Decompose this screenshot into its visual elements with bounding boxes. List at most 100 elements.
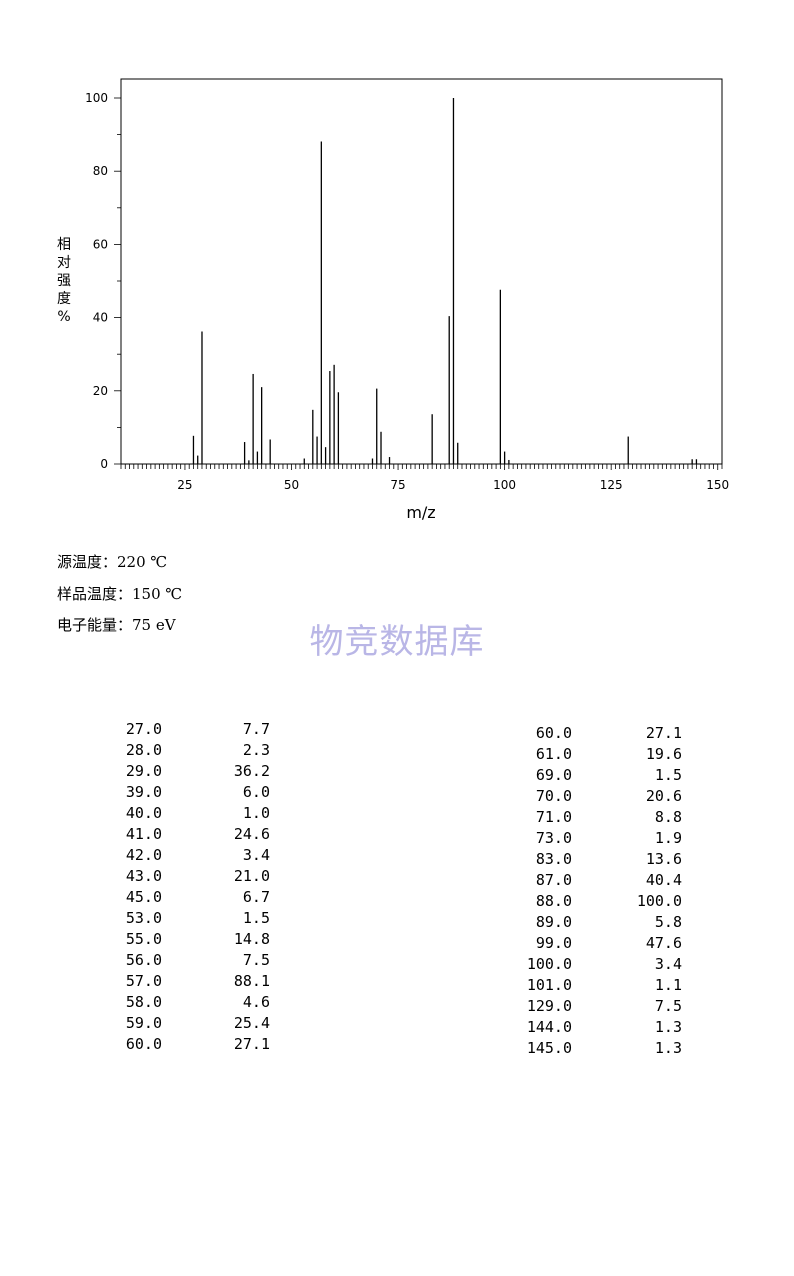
- peak-mz-value: 42.0: [125, 846, 162, 864]
- peak-mz-value: 89.0: [535, 913, 572, 931]
- source-temperature: 源温度：220 ℃: [57, 553, 168, 571]
- peak-table-row: 41.0 24.6: [118, 824, 270, 845]
- y-axis-label-char: %: [57, 309, 70, 325]
- peak-intensity-value: 25.4: [233, 1014, 270, 1032]
- peak-intensity-value: 1.5: [242, 909, 270, 927]
- peak-mz-value: 99.0: [535, 934, 572, 952]
- x-tick-label: 125: [600, 478, 623, 492]
- peak-mz-value: 73.0: [535, 829, 572, 847]
- x-tick-label: 25: [177, 478, 192, 492]
- peak-mz-value: 69.0: [535, 766, 572, 784]
- peak-mz-value: 61.0: [535, 745, 572, 763]
- peak-table-row: 144.0 1.3: [518, 1017, 682, 1038]
- x-tick-label: 150: [706, 478, 729, 492]
- peak-intensity-value: 6.0: [242, 783, 270, 801]
- plot-frame: [120, 78, 723, 465]
- peak-mz-value: 145.0: [526, 1039, 572, 1057]
- peak-mz-value: 39.0: [125, 783, 162, 801]
- peak-mz-value: 58.0: [125, 993, 162, 1011]
- peak-mz-value: 70.0: [535, 787, 572, 805]
- peak-mz-value: 43.0: [125, 867, 162, 885]
- peak-intensity-value: 21.0: [233, 867, 270, 885]
- peak-mz-value: 28.0: [125, 741, 162, 759]
- peak-table-row: 40.0 1.0: [118, 803, 270, 824]
- peak-intensity-value: 1.5: [654, 766, 682, 784]
- peak-table-row: 88.0 100.0: [518, 891, 682, 912]
- peak-intensity-value: 6.7: [242, 888, 270, 906]
- peak-mz-value: 27.0: [125, 720, 162, 738]
- peak-mz-value: 60.0: [125, 1035, 162, 1053]
- peak-mz-value: 129.0: [526, 997, 572, 1015]
- y-axis-label-char: 强: [57, 273, 71, 289]
- peak-intensity-value: 47.6: [645, 934, 682, 952]
- x-tick-label: 75: [390, 478, 405, 492]
- x-axis-label: m/z: [406, 503, 435, 522]
- peak-table-row: 145.0 1.3: [518, 1038, 682, 1059]
- peak-mz-value: 59.0: [125, 1014, 162, 1032]
- x-tick-label: 100: [493, 478, 516, 492]
- peak-mz-value: 41.0: [125, 825, 162, 843]
- peak-intensity-value: 1.9: [654, 829, 682, 847]
- peak-intensity-value: 5.8: [654, 913, 682, 931]
- peak-table-row: 100.0 3.4: [518, 954, 682, 975]
- peak-intensity-value: 1.0: [242, 804, 270, 822]
- peak-table-row: 129.0 7.5: [518, 996, 682, 1017]
- peak-table-row: 101.0 1.1: [518, 975, 682, 996]
- peak-intensity-value: 14.8: [233, 930, 270, 948]
- peak-mz-value: 56.0: [125, 951, 162, 969]
- watermark: 物竞数据库: [309, 622, 485, 662]
- peak-intensity-value: 3.4: [242, 846, 270, 864]
- peak-table-row: 28.0 2.3: [118, 740, 270, 761]
- peak-table-left: 27.0 7.7 28.0 2.3 29.0 36.2 39.0 6.0 40.0 1.0 41.0…: [118, 719, 270, 1055]
- peak-table-row: 70.0 20.6: [518, 786, 682, 807]
- peak-table-row: 57.0 88.1: [118, 971, 270, 992]
- peak-mz-value: 144.0: [526, 1018, 572, 1036]
- peak-table-row: 55.0 14.8: [118, 929, 270, 950]
- peak-table-row: 27.0 7.7: [118, 719, 270, 740]
- peak-table-row: 53.0 1.5: [118, 908, 270, 929]
- peak-table-row: 73.0 1.9: [518, 828, 682, 849]
- peak-intensity-value: 24.6: [233, 825, 270, 843]
- y-tick-label: 80: [93, 164, 108, 178]
- tick-labels: 25 50 75 100 125 150 0 20 40 60 80 100: [85, 91, 729, 492]
- peak-intensity-value: 27.1: [645, 724, 682, 742]
- peak-intensity-value: 2.3: [242, 741, 270, 759]
- peak-intensity-value: 8.8: [654, 808, 682, 826]
- peak-mz-value: 100.0: [526, 955, 572, 973]
- peak-table-row: 69.0 1.5: [518, 765, 682, 786]
- peak-intensity-value: 1.1: [654, 976, 682, 994]
- y-axis-label-char: 相: [57, 237, 71, 253]
- peak-table-row: 29.0 36.2: [118, 761, 270, 782]
- peak-table-row: 43.0 21.0: [118, 866, 270, 887]
- axis-ticks: [114, 97, 723, 470]
- peak-table-row: 56.0 7.5: [118, 950, 270, 971]
- peak-mz-value: 53.0: [125, 909, 162, 927]
- peak-mz-value: 87.0: [535, 871, 572, 889]
- peak-table-row: 58.0 4.6: [118, 992, 270, 1013]
- peak-intensity-value: 20.6: [645, 787, 682, 805]
- peak-table-row: 71.0 8.8: [518, 807, 682, 828]
- peak-table-row: 61.0 19.6: [518, 744, 682, 765]
- peak-intensity-value: 27.1: [233, 1035, 270, 1053]
- peak-table-row: 99.0 47.6: [518, 933, 682, 954]
- peak-table-row: 87.0 40.4: [518, 870, 682, 891]
- spectrum-peaks: [192, 98, 698, 464]
- y-tick-label: 60: [93, 237, 108, 251]
- x-tick-label: 50: [284, 478, 299, 492]
- peak-mz-value: 60.0: [535, 724, 572, 742]
- peak-mz-value: 29.0: [125, 762, 162, 780]
- electron-energy: 电子能量：75 eV: [57, 616, 176, 634]
- peak-mz-value: 88.0: [535, 892, 572, 910]
- peak-table-right: 60.0 27.1 61.0 19.6 69.0 1.5 70.0 20.6 71.0 8.8 73…: [518, 723, 682, 1059]
- peak-intensity-value: 7.5: [654, 997, 682, 1015]
- peak-mz-value: 83.0: [535, 850, 572, 868]
- peak-table-row: 60.0 27.1: [518, 723, 682, 744]
- peak-mz-value: 57.0: [125, 972, 162, 990]
- peak-intensity-value: 88.1: [233, 972, 270, 990]
- peak-table-row: 59.0 25.4: [118, 1013, 270, 1034]
- peak-intensity-value: 7.7: [242, 720, 270, 738]
- peak-mz-value: 71.0: [535, 808, 572, 826]
- peak-mz-value: 101.0: [526, 976, 572, 994]
